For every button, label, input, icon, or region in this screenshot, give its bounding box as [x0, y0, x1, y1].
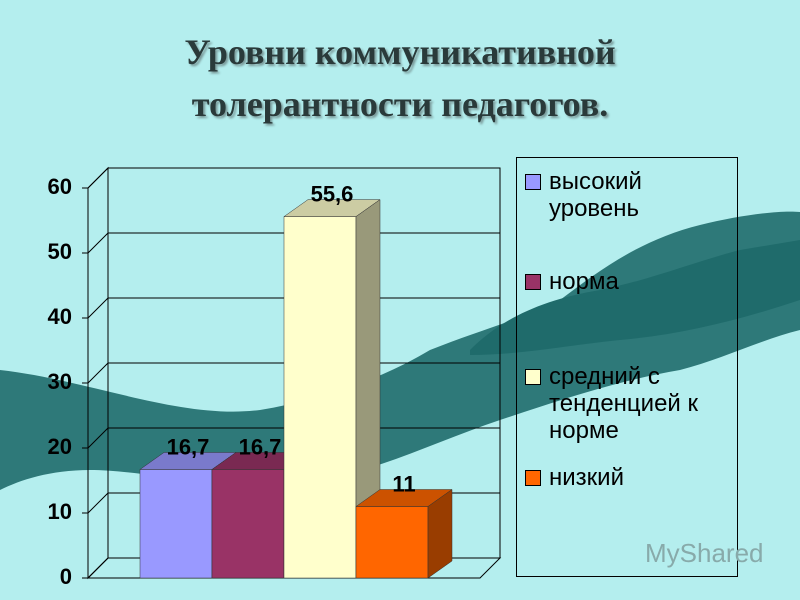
legend-item: низкий: [523, 464, 731, 491]
legend-swatch: [525, 274, 541, 290]
legend-item: норма: [523, 268, 731, 295]
y-tick-label: 60: [48, 174, 72, 199]
bar: [211, 469, 285, 579]
data-label: 11: [392, 471, 415, 496]
data-label: 16,7: [167, 434, 210, 459]
legend-label: высокий уровень: [549, 168, 642, 222]
bar: [355, 506, 429, 579]
y-tick-label: 0: [60, 564, 72, 589]
legend-item: высокий уровень: [523, 168, 731, 222]
bar: [139, 469, 213, 579]
legend-swatch: [525, 174, 541, 190]
bar-side: [427, 489, 453, 579]
y-tick-label: 50: [48, 239, 72, 264]
data-label: 55,6: [311, 181, 354, 206]
bar: [283, 216, 357, 579]
data-label: 16,7: [239, 434, 282, 459]
legend: высокий уровень норма средний с тенденцией…: [516, 157, 738, 577]
legend-label: норма: [549, 268, 619, 295]
y-tick-label: 40: [48, 304, 72, 329]
chart-title: Уровни коммуникативной толерантности пед…: [184, 32, 616, 124]
legend-swatch: [525, 369, 541, 385]
y-tick-label: 10: [48, 499, 72, 524]
hand-silhouette: [470, 240, 800, 355]
watermark: MyShared: [645, 538, 764, 568]
legend-label: средний с тенденцией к норме: [549, 363, 699, 444]
hand-silhouette: [0, 211, 800, 490]
grid-line: [87, 167, 500, 189]
y-tick-label: 20: [48, 434, 72, 459]
legend-swatch: [525, 470, 541, 486]
legend-item: средний с тенденцией к норме: [523, 363, 731, 444]
y-tick-label: 30: [48, 369, 72, 394]
legend-label: низкий: [549, 464, 624, 491]
